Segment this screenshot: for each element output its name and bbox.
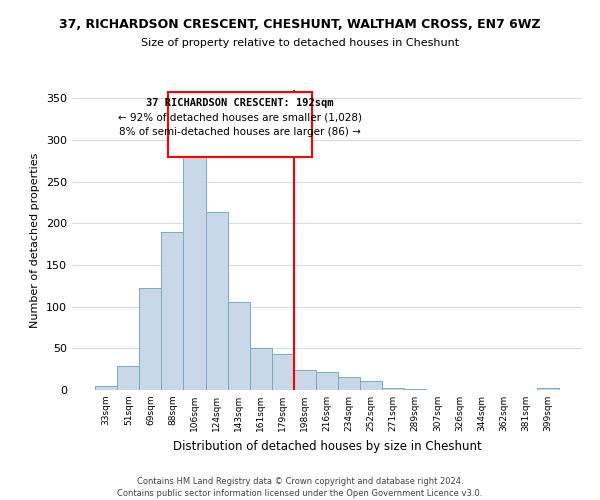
Y-axis label: Number of detached properties: Number of detached properties bbox=[31, 152, 40, 328]
Bar bbox=[316, 372, 338, 390]
Bar bbox=[360, 381, 382, 390]
Bar bbox=[294, 370, 316, 390]
Bar bbox=[206, 212, 227, 390]
Text: Size of property relative to detached houses in Cheshunt: Size of property relative to detached ho… bbox=[141, 38, 459, 48]
Bar bbox=[117, 366, 139, 390]
Bar bbox=[139, 288, 161, 390]
Bar bbox=[161, 232, 184, 390]
FancyBboxPatch shape bbox=[168, 92, 311, 156]
X-axis label: Distribution of detached houses by size in Cheshunt: Distribution of detached houses by size … bbox=[173, 440, 481, 452]
Bar bbox=[272, 354, 294, 390]
Bar bbox=[382, 388, 404, 390]
Text: 37, RICHARDSON CRESCENT, CHESHUNT, WALTHAM CROSS, EN7 6WZ: 37, RICHARDSON CRESCENT, CHESHUNT, WALTH… bbox=[59, 18, 541, 30]
Text: ← 92% of detached houses are smaller (1,028): ← 92% of detached houses are smaller (1,… bbox=[118, 112, 362, 122]
Bar bbox=[95, 386, 117, 390]
Text: Contains HM Land Registry data © Crown copyright and database right 2024.: Contains HM Land Registry data © Crown c… bbox=[137, 478, 463, 486]
Text: 37 RICHARDSON CRESCENT: 192sqm: 37 RICHARDSON CRESCENT: 192sqm bbox=[146, 98, 334, 108]
Bar bbox=[227, 302, 250, 390]
Bar bbox=[338, 376, 360, 390]
Bar bbox=[184, 146, 206, 390]
Text: Contains public sector information licensed under the Open Government Licence v3: Contains public sector information licen… bbox=[118, 489, 482, 498]
Bar bbox=[404, 389, 427, 390]
Bar bbox=[537, 388, 559, 390]
Text: 8% of semi-detached houses are larger (86) →: 8% of semi-detached houses are larger (8… bbox=[119, 126, 361, 136]
Bar bbox=[250, 348, 272, 390]
